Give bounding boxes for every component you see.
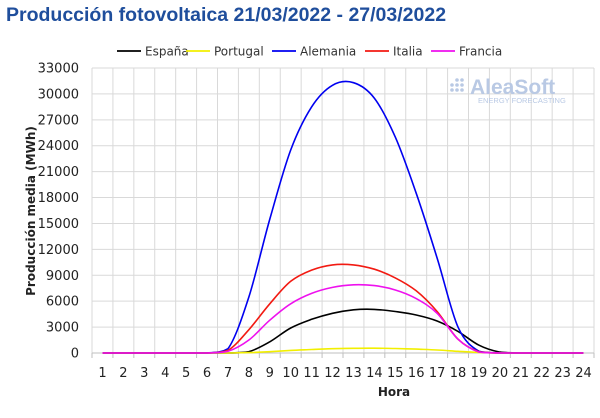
- legend-label-francia: Francia: [459, 45, 502, 59]
- x-tick-labels: 1 2 3 4 5 6 7 8 9 10 11 12 13 14 15 16 17 18 19 20 21 22 23 24: [98, 366, 591, 381]
- logo-dot: [455, 78, 459, 82]
- logo-dots-icon: [450, 78, 464, 92]
- legend-label-espana: España: [145, 45, 189, 59]
- grid-lines: [91, 67, 595, 353]
- y-tick-label: 12000: [38, 243, 79, 258]
- x-tick-label: 21: [513, 366, 530, 381]
- logo-dot: [460, 83, 464, 87]
- y-axis-title: Producción media (MWh): [24, 126, 38, 296]
- logo-text: AleaSoft: [470, 76, 555, 99]
- x-tick-label: 17: [429, 366, 446, 381]
- y-tick-labels: 0 3000 6000 9000 12000 15000 18000 21000 24000 27…: [38, 62, 79, 362]
- x-tick-label: 2: [119, 366, 127, 381]
- x-tick-label: 11: [303, 366, 320, 381]
- legend-label-italia: Italia: [393, 45, 423, 59]
- y-tick-label: 24000: [38, 139, 79, 154]
- x-tick-label: 4: [161, 366, 169, 381]
- x-tick-label: 3: [140, 366, 148, 381]
- legend-label-portugal: Portugal: [214, 45, 264, 59]
- x-tick-label: 23: [554, 366, 571, 381]
- y-tick-label: 33000: [38, 62, 79, 77]
- y-tick-label: 18000: [38, 191, 79, 206]
- x-tick-label: 22: [533, 366, 550, 381]
- logo-dot: [455, 83, 459, 87]
- x-tick-label: 6: [203, 366, 211, 381]
- y-tick-label: 6000: [46, 295, 79, 310]
- y-tick-label: 3000: [46, 321, 79, 336]
- x-tick-label: 1: [98, 366, 106, 381]
- chart-title: Producción fotovoltaica 21/03/2022 - 27/…: [6, 4, 447, 26]
- logo-dot: [450, 83, 454, 87]
- x-tick-label: 9: [266, 366, 274, 381]
- x-tick-label: 18: [450, 366, 467, 381]
- x-tick-label: 7: [224, 366, 232, 381]
- y-tick-label: 21000: [38, 165, 79, 180]
- logo-dot: [455, 88, 459, 92]
- x-tick-label: 10: [282, 366, 299, 381]
- y-tick-label: 15000: [38, 217, 79, 232]
- legend: España Portugal Alemania Italia Francia: [117, 45, 502, 59]
- aleasoft-logo: AleaSoft ENERGY FORECASTING: [450, 76, 566, 105]
- logo-dot: [450, 88, 454, 92]
- series-line-francia: [102, 283, 584, 354]
- y-tick-label: 27000: [38, 113, 79, 128]
- logo-dot: [460, 78, 464, 82]
- logo-dot: [460, 88, 464, 92]
- legend-label-alemania: Alemania: [300, 45, 356, 59]
- y-tick-label: 9000: [46, 269, 79, 284]
- logo-tagline: ENERGY FORECASTING: [478, 96, 566, 105]
- x-tick-label: 14: [366, 366, 383, 381]
- y-tick-label: 30000: [38, 87, 79, 102]
- x-tick-label: 20: [492, 366, 509, 381]
- x-tick-label: 12: [324, 366, 341, 381]
- x-tick-label: 16: [408, 366, 425, 381]
- y-tick-label: 0: [71, 347, 79, 362]
- x-tick-label: 15: [387, 366, 404, 381]
- x-tick-label: 8: [245, 366, 253, 381]
- x-tick-label: 13: [345, 366, 362, 381]
- x-tick-label: 19: [471, 366, 488, 381]
- x-tick-label: 24: [575, 366, 592, 381]
- series-lines: [102, 80, 584, 354]
- x-axis-title: Hora: [378, 385, 410, 399]
- x-tick-label: 5: [182, 366, 190, 381]
